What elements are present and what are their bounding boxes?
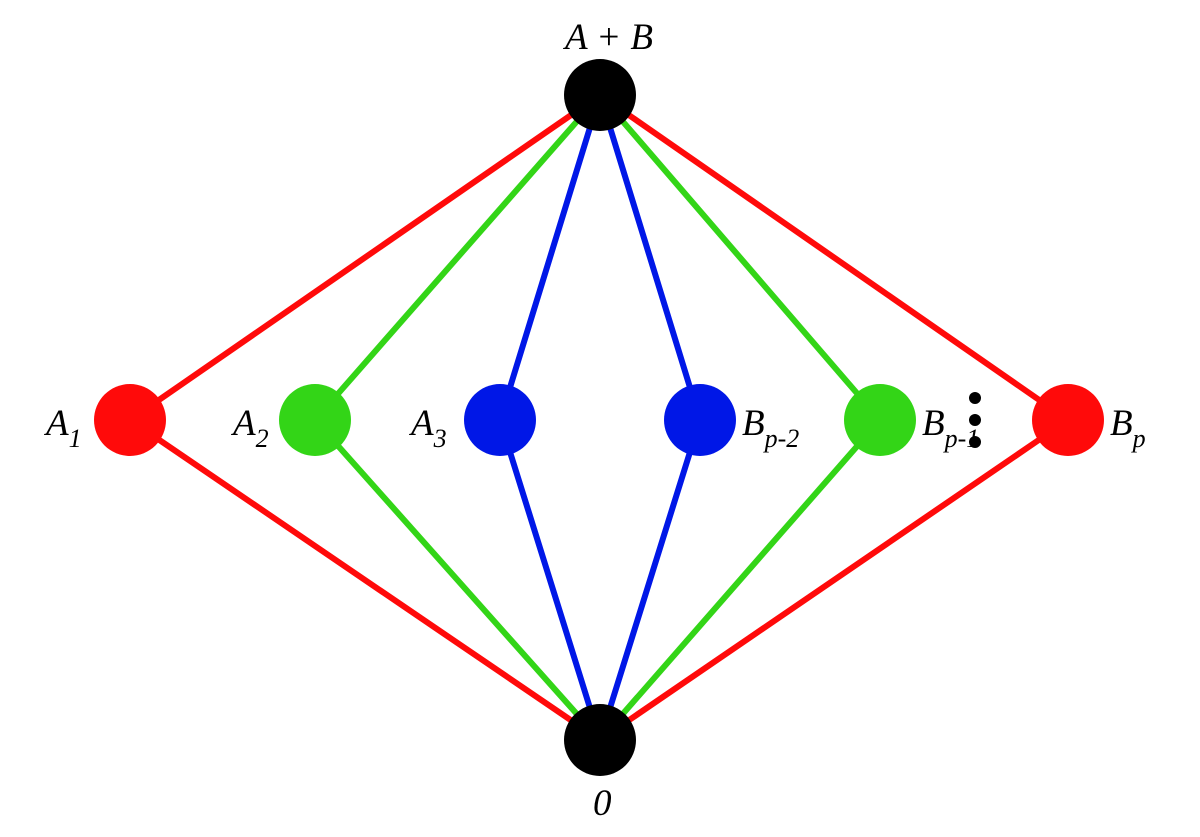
node-left2	[279, 384, 351, 456]
edge	[160, 440, 570, 719]
hasse-diagram	[0, 0, 1200, 837]
edge	[511, 454, 590, 705]
node-left1	[94, 384, 166, 456]
label-bottom: 0	[593, 782, 612, 825]
edge	[623, 122, 856, 392]
edge	[630, 116, 1039, 400]
node-right2	[844, 384, 916, 456]
edge	[630, 440, 1039, 719]
label-right3: Bp-2	[742, 402, 799, 450]
label-right1: Bp	[1110, 402, 1146, 450]
node-right1	[1032, 384, 1104, 456]
node-top	[564, 59, 636, 131]
node-right3	[664, 384, 736, 456]
edge	[511, 129, 590, 385]
edge	[160, 115, 571, 399]
node-bottom	[564, 704, 636, 776]
label-top: A + B	[565, 16, 653, 59]
label-left2: A2	[233, 402, 269, 450]
edge	[339, 447, 576, 713]
label-right2: Bp-1	[922, 402, 979, 450]
node-left3	[464, 384, 536, 456]
edge	[339, 122, 577, 393]
edge	[611, 454, 690, 705]
edge	[611, 129, 690, 385]
label-left1: A1	[46, 402, 82, 450]
edge	[624, 447, 857, 713]
label-left3: A3	[411, 402, 447, 450]
